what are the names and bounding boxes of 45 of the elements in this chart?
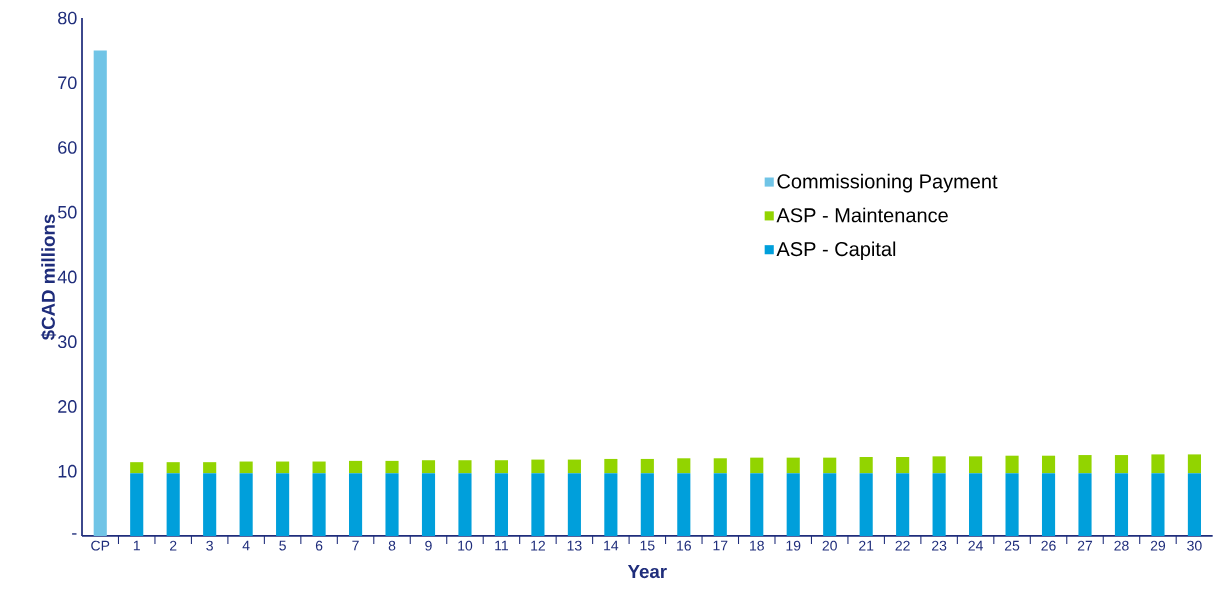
x-tick-label: 26 — [1041, 540, 1056, 551]
x-tick-label: 4 — [242, 540, 250, 551]
x-tick-label: 24 — [968, 540, 983, 551]
x-tick-label: 1 — [133, 540, 140, 551]
y-tick-label: 10 — [58, 464, 77, 478]
x-tick-label: 30 — [1187, 540, 1202, 551]
y-tick-label: 50 — [57, 205, 77, 219]
x-tick-label: 21 — [859, 540, 874, 551]
x-tick-label: 16 — [677, 540, 691, 551]
x-tick-label: 2 — [170, 540, 177, 551]
y-tick-label: 70 — [58, 76, 77, 90]
x-tick-label: 18 — [750, 540, 764, 551]
x-tick-label: 27 — [1077, 540, 1093, 551]
x-tick-label: 20 — [822, 540, 837, 551]
x-tick-label: 14 — [604, 540, 619, 551]
x-tick-label: 12 — [531, 540, 545, 551]
x-tick-label: 5 — [279, 540, 286, 551]
x-tick-label: 10 — [458, 540, 473, 551]
legend-label: ASP - Maintenance — [776, 207, 948, 223]
legend-label: ASP - Capital — [776, 241, 896, 261]
x-tick-label: 25 — [1004, 540, 1020, 551]
x-tick-label: 19 — [786, 540, 801, 551]
x-tick-label: 9 — [425, 540, 432, 551]
y-tick-label: 30 — [57, 335, 77, 349]
y-tick-label: 80 — [58, 11, 77, 25]
x-axis-title: Year — [627, 565, 667, 579]
y-tick-label: 20 — [58, 400, 77, 413]
x-tick-label: 7 — [352, 540, 359, 551]
y-axis-title: $CAD millions — [40, 214, 57, 341]
y-tick-label: 40 — [57, 270, 77, 284]
y-tick-label: - — [72, 533, 77, 535]
x-tick-label: 23 — [932, 540, 947, 551]
x-tick-label: 3 — [206, 540, 213, 551]
x-tick-label: 11 — [495, 540, 509, 551]
x-tick-label: 29 — [1150, 540, 1166, 551]
x-tick-label: 28 — [1114, 540, 1129, 551]
y-tick-label: 60 — [58, 141, 77, 154]
x-tick-label: 15 — [640, 540, 655, 551]
x-tick-label: CP — [91, 540, 110, 551]
x-tick-label: 8 — [388, 540, 396, 551]
x-tick-label: 17 — [713, 540, 728, 551]
x-tick-label: 6 — [315, 540, 323, 551]
x-tick-label: 13 — [567, 540, 582, 551]
legend-label: Commissioning Payment — [777, 173, 998, 193]
x-tick-label: 22 — [895, 540, 910, 551]
